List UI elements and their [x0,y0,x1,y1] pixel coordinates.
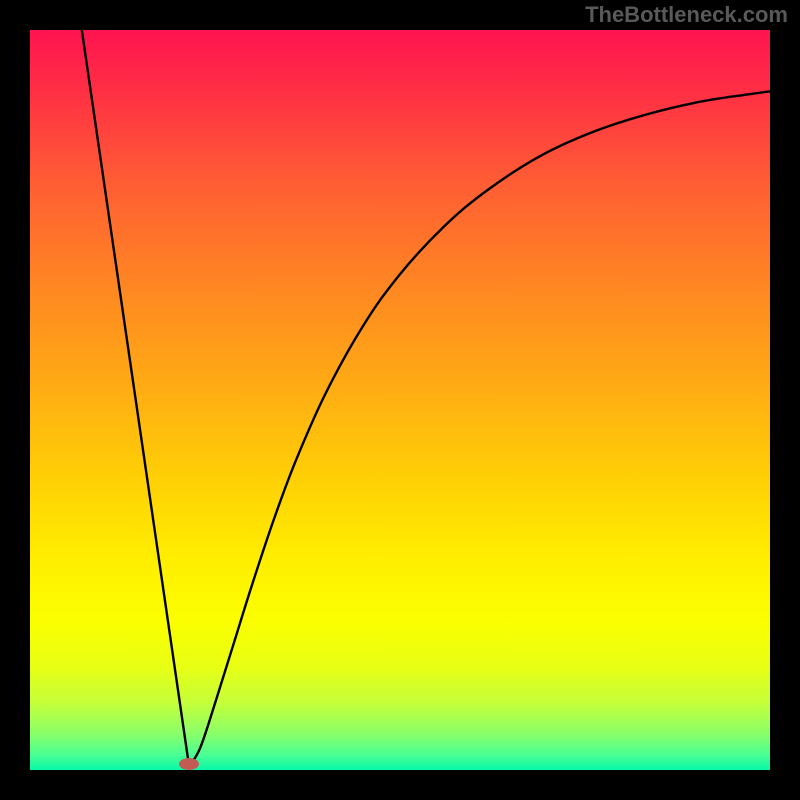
frame-right [770,0,800,800]
bottleneck-curve [30,30,770,770]
frame-bottom [0,770,800,800]
watermark-text: TheBottleneck.com [585,2,788,28]
frame-left [0,0,30,800]
chart-container: { "meta": { "width": 800, "height": 800,… [0,0,800,800]
